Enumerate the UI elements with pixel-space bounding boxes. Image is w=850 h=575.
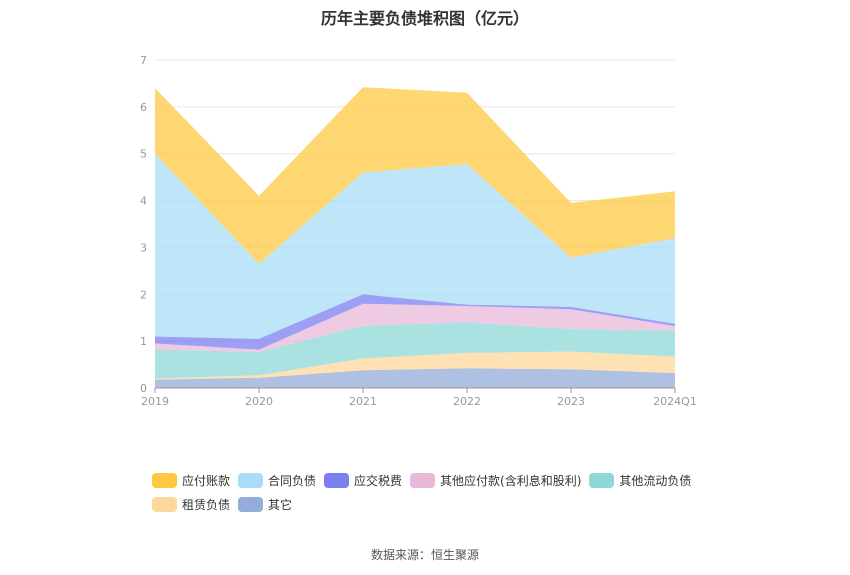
legend-label: 其他流动负债: [619, 473, 692, 488]
legend-row: 租赁负债 其它: [152, 496, 752, 520]
chart-title: 历年主要负债堆积图（亿元）: [320, 9, 529, 28]
x-tick-label: 2024Q1: [653, 395, 697, 408]
area-series-1[interactable]: [155, 351, 675, 380]
area-series-3[interactable]: [155, 303, 675, 352]
legend-item[interactable]: 应交税费: [324, 472, 402, 488]
x-tick-label: 2021: [349, 395, 377, 408]
data-source-note: 数据来源：恒生聚源: [370, 548, 479, 562]
chart-legend: 应付账款 合同负债 应交税费 其他应付款(含利息和股利) 其他流动负债租赁负债 其它: [152, 472, 752, 520]
legend-label: 合同负债: [268, 473, 317, 488]
area-series-2[interactable]: [155, 322, 675, 379]
y-tick-label: 7: [140, 54, 147, 67]
legend-label: 应交税费: [354, 473, 403, 488]
y-tick-label: 2: [140, 288, 147, 301]
y-tick-label: 4: [140, 195, 147, 208]
area-series-4[interactable]: [155, 294, 675, 350]
x-tick-label: 2019: [141, 395, 169, 408]
legend-item[interactable]: 租赁负债: [152, 496, 230, 512]
x-tick-label: 2023: [557, 395, 585, 408]
y-tick-label: 6: [140, 101, 147, 114]
legend-label: 其他应付款(含利息和股利): [440, 473, 582, 488]
area-series-5[interactable]: [155, 153, 675, 339]
legend-swatch: [324, 472, 350, 488]
legend-label: 应付账款: [182, 473, 231, 488]
legend-item[interactable]: 其他应付款(含利息和股利): [410, 472, 581, 488]
legend-swatch: [152, 472, 177, 488]
y-tick-label: 3: [140, 241, 147, 254]
y-tick-label: 5: [140, 148, 147, 161]
legend-item[interactable]: 其它: [238, 496, 292, 512]
legend-item[interactable]: 合同负债: [238, 472, 316, 488]
legend-swatch: [152, 496, 177, 512]
area-series-6[interactable]: [155, 87, 675, 264]
legend-swatch: [238, 496, 264, 512]
area-series-0[interactable]: [155, 368, 675, 388]
legend-label: 租赁负债: [182, 497, 231, 512]
legend-item[interactable]: 应付账款: [152, 472, 230, 488]
x-tick-label: 2022: [453, 395, 481, 408]
y-tick-label: 0: [140, 382, 147, 395]
legend-swatch: [589, 472, 615, 488]
legend-label: 其它: [268, 497, 293, 512]
legend-row: 应付账款 合同负债 应交税费 其他应付款(含利息和股利) 其他流动负债: [152, 472, 752, 496]
legend-swatch: [238, 472, 264, 488]
y-tick-label: 1: [140, 335, 147, 348]
legend-swatch: [410, 472, 436, 488]
legend-item[interactable]: 其他流动负债: [589, 472, 691, 488]
x-tick-label: 2020: [245, 395, 273, 408]
